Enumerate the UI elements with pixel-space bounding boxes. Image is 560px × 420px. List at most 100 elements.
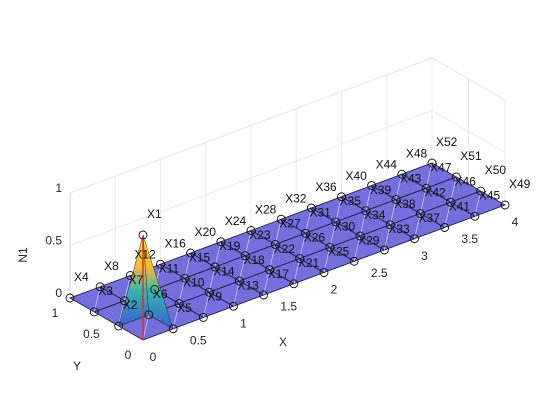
node-label: X45 [479,188,501,202]
node-label: X38 [394,197,416,211]
node-label: X8 [104,259,119,273]
z-tick-label: 1 [55,181,62,195]
z-axis-label: N1 [16,247,30,263]
node-marker [259,290,269,300]
node-marker [306,203,316,213]
node-label: X48 [406,146,428,160]
node-marker [89,307,99,317]
node-label: X17 [268,267,290,281]
node-marker [265,265,275,275]
x-tick-label: 2.5 [371,266,388,280]
node-label: X13 [238,278,260,292]
node-label: X1 [147,207,162,221]
node-label: X29 [358,233,380,247]
node-marker [156,259,165,269]
node-label: X9 [207,290,222,304]
x-tick-label: 1 [240,316,247,330]
node-label: X12 [134,248,156,262]
node-label: X40 [346,169,368,183]
node-marker [204,287,214,297]
node-label: X51 [460,149,482,163]
node-marker [276,214,286,224]
node-marker [150,285,160,294]
node-label: X24 [225,214,247,228]
node-marker [470,211,480,221]
node-label: X27 [279,217,301,231]
node-label: X22 [274,242,296,256]
node-label: X6 [153,287,168,301]
node-label: X7 [128,273,143,287]
x-tick-label: 0.5 [190,333,207,347]
grid-line [431,57,506,101]
node-label: X21 [298,256,320,270]
node-marker [355,231,365,241]
node-marker [168,324,178,334]
node-marker [229,301,238,311]
node-marker [95,282,105,292]
x-axis-label: X [279,335,287,349]
node-marker [385,220,395,230]
x-tick-label: 3.5 [461,232,478,246]
node-label: X52 [436,135,458,149]
node-marker [174,299,184,308]
node-label: X2 [123,298,138,312]
y-tick-label: 1 [52,306,59,320]
node-marker [427,158,437,168]
node-label: X41 [449,200,471,214]
node-marker [289,279,299,289]
y-tick-label: 0 [125,348,132,362]
node-marker [210,262,220,272]
node-marker [270,240,280,249]
node-label: X42 [424,186,446,200]
node-label: X3 [98,284,113,298]
node-label: X11 [159,262,180,276]
node-marker [234,276,244,286]
y-tick-label: 0.5 [83,327,100,341]
node-label: X47 [430,160,452,174]
z-tick-label: 0 [55,286,62,300]
node-marker [119,296,129,306]
node-marker [379,245,389,255]
node-marker [446,197,456,207]
node-marker [476,186,486,196]
node-marker [144,310,154,320]
grid-line [431,110,506,153]
node-label: X14 [213,264,235,278]
node-marker [246,226,256,235]
node-label: X32 [285,191,307,205]
node-label: X20 [195,225,217,239]
node-marker [295,254,305,263]
node-marker [186,248,196,258]
node-marker [349,256,359,266]
node-label: X18 [243,253,265,267]
node-marker [391,195,401,204]
node-marker [180,273,190,283]
node-marker [198,313,208,322]
node-marker [337,192,346,202]
x-tick-label: 3 [421,249,428,263]
node-label: X39 [370,183,392,197]
node-label: X50 [485,163,507,177]
node-label: X34 [364,208,386,222]
node-marker [440,223,450,232]
node-label: X26 [304,231,326,245]
node-label: X15 [189,250,211,264]
grid-line [69,57,433,194]
node-marker [325,242,335,252]
node-marker [114,321,124,331]
y-axis-label: Y [73,359,81,373]
node-label: X37 [419,211,441,225]
x-tick-label: 0 [150,350,157,364]
node-marker [216,237,226,247]
node-label: X28 [255,203,277,217]
node-marker [240,251,250,261]
node-marker [397,169,407,179]
node-label: X25 [328,245,350,259]
node-marker [451,172,461,182]
node-label: X49 [509,177,531,191]
x-tick-label: 2 [331,283,338,297]
node-label: X33 [388,222,410,236]
node-marker [410,234,419,244]
node-label: X16 [165,236,187,250]
